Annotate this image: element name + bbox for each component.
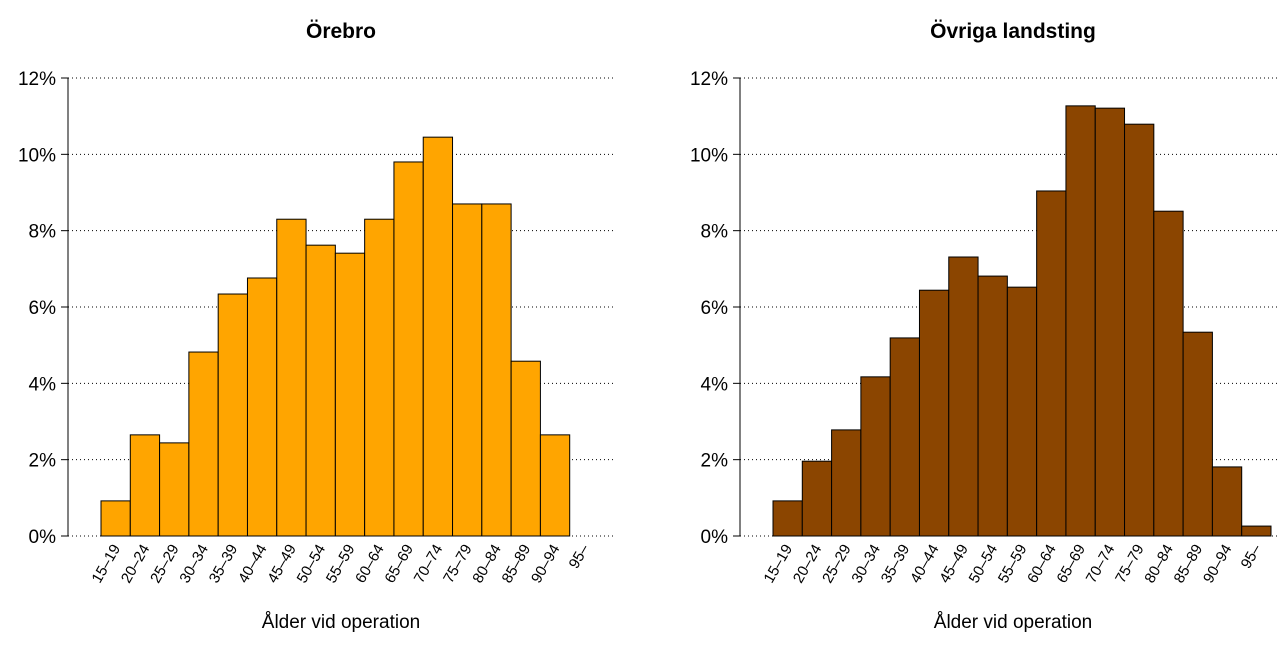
- x-tick-label: 45–49: [936, 542, 972, 587]
- bar: [422, 136, 454, 537]
- x-tick-label: 40–44: [907, 542, 943, 587]
- x-tick-label: 95–: [1238, 541, 1266, 572]
- x-tick-label: 20–24: [118, 542, 154, 587]
- x-tick-label: 70–74: [1083, 542, 1119, 587]
- bar: [1153, 210, 1184, 537]
- bar: [452, 203, 483, 537]
- x-tick-label: 35–39: [206, 542, 242, 587]
- bar: [334, 252, 366, 537]
- x-tick-label: 95–: [566, 541, 594, 572]
- bar: [889, 337, 920, 537]
- bar: [159, 442, 190, 537]
- bar: [1094, 107, 1126, 537]
- bar: [977, 275, 1008, 537]
- x-tick-label: 45–49: [264, 542, 300, 587]
- x-tick-label: 20–24: [790, 542, 826, 587]
- x-tick-label: 30–34: [176, 542, 212, 587]
- bar: [1241, 525, 1272, 537]
- chart-title: Övriga landsting: [930, 20, 1096, 43]
- y-tick-label: 10%: [18, 145, 56, 166]
- bar: [305, 244, 336, 537]
- x-tick-label: 85–89: [499, 542, 535, 587]
- x-tick-label: 85–89: [1171, 542, 1207, 587]
- y-tick-label: 2%: [701, 451, 729, 472]
- bar: [860, 376, 891, 537]
- x-tick-label: 25–29: [819, 542, 855, 587]
- x-tick-label: 70–74: [411, 542, 447, 587]
- bar: [1036, 190, 1067, 537]
- bar: [246, 277, 278, 537]
- bar: [364, 218, 395, 537]
- bar: [918, 289, 950, 537]
- x-tick-label: 55–59: [323, 542, 359, 587]
- x-tick-label: 40–44: [235, 542, 271, 587]
- bar: [188, 351, 219, 537]
- chart-title: Örebro: [306, 20, 376, 43]
- y-tick-label: 4%: [701, 374, 729, 395]
- x-tick-label: 60–64: [1024, 542, 1060, 587]
- bar: [772, 500, 803, 537]
- bar: [1211, 466, 1243, 537]
- x-tick-label: 60–64: [352, 542, 388, 587]
- x-tick-label: 75–79: [440, 542, 476, 587]
- x-tick-label: 15–19: [761, 542, 797, 587]
- y-tick-label: 10%: [690, 145, 728, 166]
- bar: [481, 203, 512, 537]
- x-tick-label: 25–29: [147, 542, 183, 587]
- y-tick-label: 2%: [29, 451, 57, 472]
- y-tick-label: 0%: [701, 527, 729, 548]
- x-tick-label: 75–79: [1112, 542, 1148, 587]
- bar: [1065, 105, 1096, 537]
- x-axis-label: Ålder vid operation: [262, 612, 420, 633]
- x-tick-label: 35–39: [878, 542, 914, 587]
- x-tick-label: 15–19: [89, 542, 125, 587]
- y-tick-label: 8%: [701, 222, 729, 243]
- y-tick-label: 12%: [18, 69, 56, 90]
- x-tick-label: 65–69: [381, 542, 417, 587]
- y-tick-label: 8%: [29, 222, 57, 243]
- bar: [510, 360, 541, 537]
- bar: [539, 434, 571, 537]
- bar: [948, 256, 979, 537]
- x-tick-label: 55–59: [995, 542, 1031, 587]
- bar: [1124, 123, 1155, 537]
- x-tick-label: 50–54: [294, 542, 330, 587]
- x-tick-label: 50–54: [966, 541, 1002, 586]
- bar: [276, 218, 307, 537]
- bar: [100, 500, 131, 537]
- x-tick-label: 80–84: [1141, 542, 1177, 587]
- y-tick-label: 12%: [690, 69, 728, 90]
- x-tick-label: 65–69: [1053, 542, 1089, 587]
- y-tick-label: 6%: [29, 298, 57, 319]
- x-tick-label: 90–94: [528, 542, 564, 587]
- bar: [217, 293, 248, 537]
- y-tick-label: 0%: [29, 527, 57, 548]
- x-tick-label: 90–94: [1200, 542, 1236, 587]
- bar: [393, 161, 424, 537]
- x-axis-label: Ålder vid operation: [934, 612, 1092, 633]
- bar: [1006, 286, 1038, 537]
- x-tick-label: 30–34: [848, 542, 884, 587]
- bar: [801, 460, 833, 537]
- y-tick-label: 4%: [29, 374, 57, 395]
- bar: [831, 429, 862, 537]
- bar: [1182, 331, 1213, 537]
- bar: [129, 434, 161, 537]
- y-tick-label: 6%: [701, 298, 729, 319]
- x-tick-label: 80–84: [469, 542, 505, 587]
